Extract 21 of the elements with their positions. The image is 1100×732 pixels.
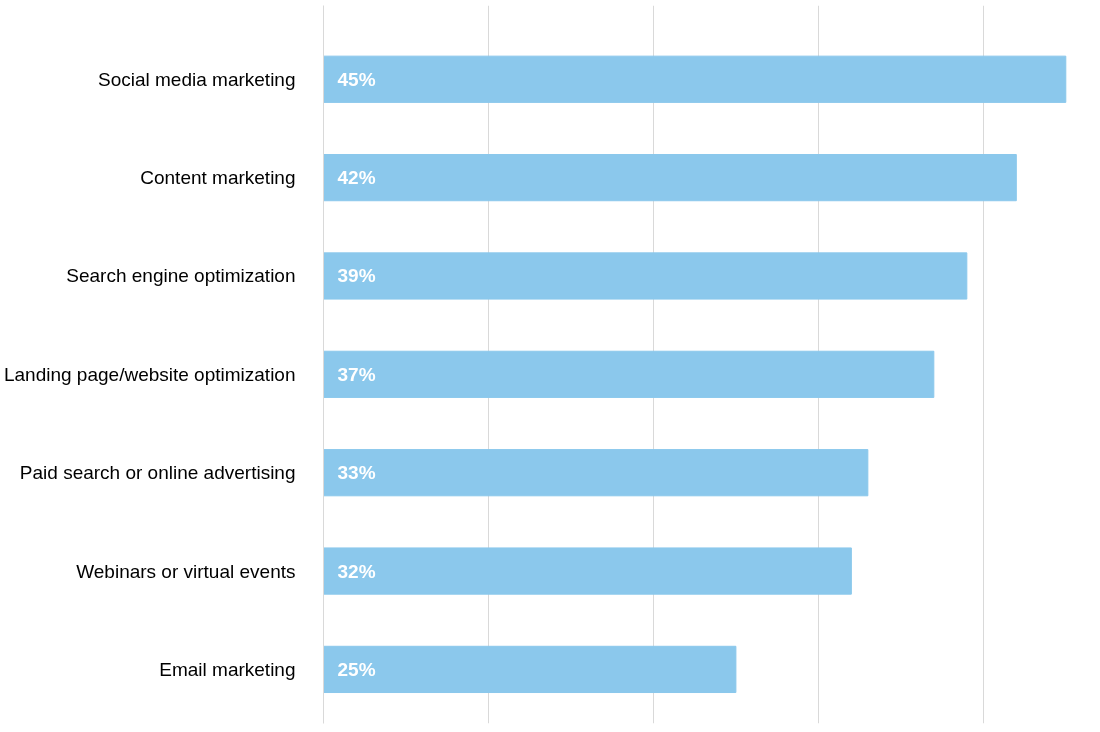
data-label: 33% xyxy=(337,462,376,484)
bar xyxy=(323,55,1067,103)
y-tick-label: Content marketing xyxy=(140,167,296,189)
y-tick-label: Search engine optimization xyxy=(66,265,296,287)
data-label: 42% xyxy=(337,167,376,189)
y-tick-label: Paid search or online advertising xyxy=(19,462,296,484)
data-label: 37% xyxy=(337,363,376,385)
y-tick-label: Email marketing xyxy=(159,658,296,680)
bar xyxy=(323,547,852,595)
y-tick-label: Social media marketing xyxy=(98,68,296,90)
y-tick-label: Landing page/website optimization xyxy=(3,363,296,385)
bar xyxy=(323,252,968,300)
data-label: 39% xyxy=(337,265,376,287)
bar xyxy=(323,449,869,497)
bar xyxy=(323,154,1017,202)
y-tick-label: Webinars or virtual events xyxy=(76,560,296,582)
data-label: 45% xyxy=(337,68,376,90)
data-label: 25% xyxy=(337,658,376,680)
bar xyxy=(323,350,935,398)
bar xyxy=(323,645,737,694)
data-label: 32% xyxy=(337,560,376,582)
